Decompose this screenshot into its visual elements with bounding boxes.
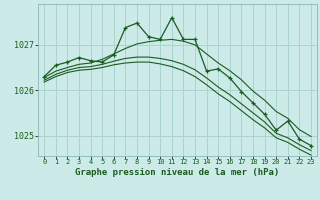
X-axis label: Graphe pression niveau de la mer (hPa): Graphe pression niveau de la mer (hPa) [76, 168, 280, 177]
